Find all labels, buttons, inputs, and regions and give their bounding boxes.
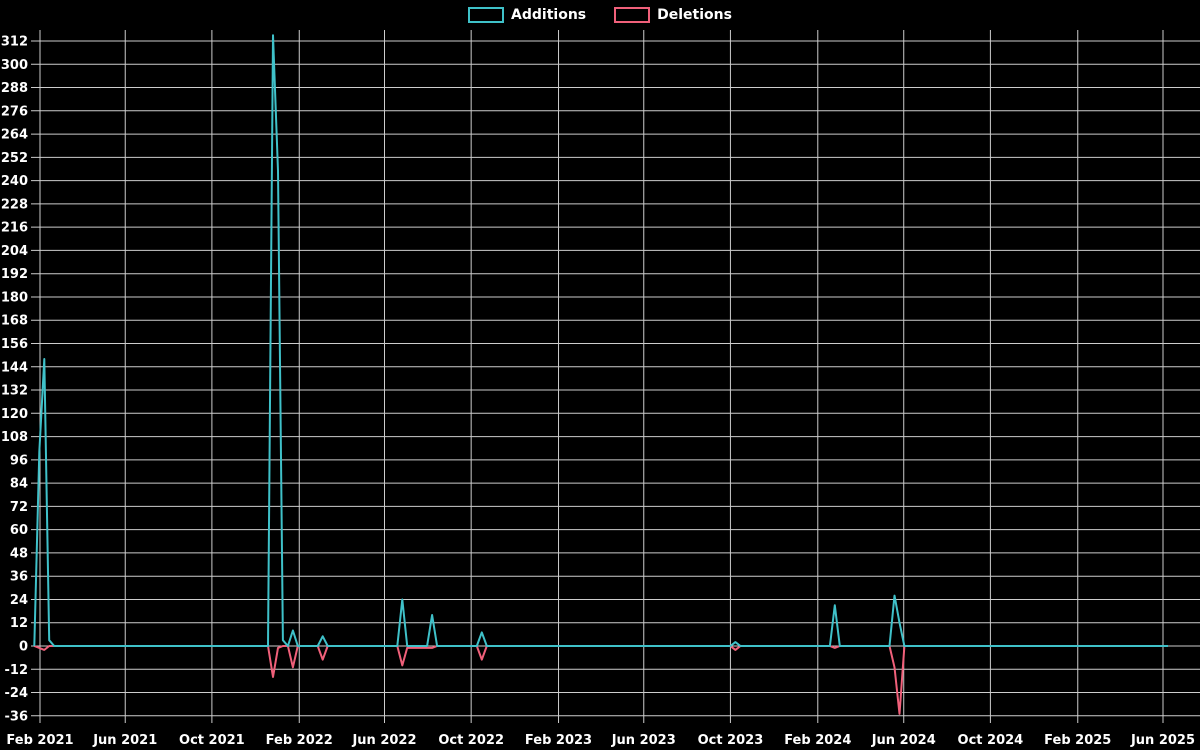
x-tick-label: Feb 2021	[6, 733, 73, 748]
y-tick-label: 252	[1, 151, 28, 166]
x-tick-label: Feb 2023	[525, 733, 592, 748]
x-tick-label: Feb 2024	[784, 733, 851, 748]
y-tick-label: 216	[1, 221, 28, 236]
x-tick-label: Oct 2021	[179, 733, 245, 748]
deletions-line	[33, 645, 1168, 715]
x-tick-label: Feb 2025	[1044, 733, 1111, 748]
y-tick-label: 96	[10, 453, 28, 468]
x-tick-label: Feb 2022	[266, 733, 333, 748]
x-tick-label: Oct 2022	[438, 733, 504, 748]
y-tick-label: 288	[1, 81, 28, 96]
y-tick-label: 24	[10, 593, 28, 608]
legend-swatch-deletions-icon	[614, 7, 651, 23]
y-tick-label: 180	[1, 290, 28, 305]
y-tick-label: 120	[1, 407, 28, 422]
additions-line	[33, 34, 1168, 647]
y-tick-label: 240	[1, 174, 28, 189]
chart-legend: Additions Deletions	[0, 7, 1200, 23]
y-tick-label: 48	[10, 546, 28, 561]
legend-item-additions[interactable]: Additions	[468, 7, 586, 23]
y-tick-label: 12	[10, 616, 28, 631]
y-tick-label: 60	[10, 523, 28, 538]
legend-label-additions: Additions	[511, 7, 587, 23]
y-tick-label: 72	[10, 500, 28, 515]
y-tick-label: 312	[1, 35, 28, 50]
x-tick-label: Jun 2025	[1130, 733, 1195, 748]
x-tick-label: Jun 2024	[871, 733, 936, 748]
y-tick-label: -24	[5, 686, 29, 701]
y-tick-label: 192	[1, 267, 28, 282]
y-tick-label: 84	[10, 477, 28, 492]
legend-swatch-additions-icon	[468, 7, 505, 23]
y-tick-label: -12	[5, 663, 29, 678]
x-tick-label: Jun 2022	[351, 733, 416, 748]
y-tick-label: 300	[1, 58, 28, 73]
y-tick-label: 264	[1, 128, 28, 143]
y-tick-label: -36	[5, 709, 29, 724]
x-tick-label: Jun 2023	[611, 733, 676, 748]
x-tick-label: Oct 2024	[958, 733, 1024, 748]
y-tick-label: 132	[1, 384, 28, 399]
y-tick-label: 0	[19, 640, 28, 655]
y-tick-label: 168	[1, 314, 28, 329]
y-tick-label: 108	[1, 430, 28, 445]
x-tick-label: Jun 2021	[92, 733, 157, 748]
y-tick-label: 156	[1, 337, 28, 352]
y-tick-label: 276	[1, 104, 28, 119]
legend-label-deletions: Deletions	[657, 7, 732, 23]
legend-item-deletions[interactable]: Deletions	[614, 7, 732, 23]
y-tick-label: 204	[1, 244, 28, 259]
y-tick-label: 36	[10, 570, 28, 585]
y-tick-label: 228	[1, 197, 28, 212]
y-tick-label: 144	[1, 360, 28, 375]
x-tick-label: Oct 2023	[698, 733, 764, 748]
